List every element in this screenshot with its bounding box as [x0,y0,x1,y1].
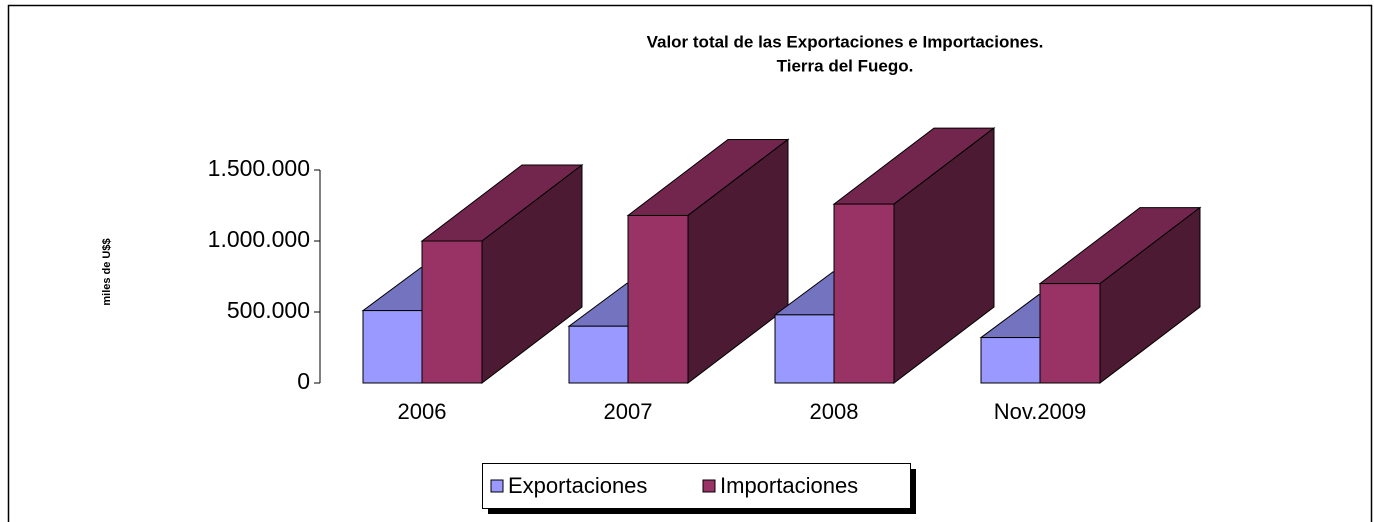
y-tick-label: 0 [297,368,310,394]
bar [774,314,835,384]
y-tick-label: 1.000.000 [208,226,310,252]
bar [568,325,629,384]
bar [627,214,689,384]
legend-label: Exportaciones [508,473,647,498]
x-tick-label: Nov.2009 [994,399,1087,424]
legend [482,463,911,509]
y-tick-label: 1.500.000 [208,155,310,181]
y-axis-label: miles de U$$ [101,238,113,305]
x-tick-label: 2008 [810,399,859,424]
x-tick-label: 2006 [398,399,447,424]
bar [833,203,895,384]
bar [1039,283,1101,384]
bar [421,240,483,384]
chart-title: Valor total de las Exportaciones e Impor… [647,32,1044,51]
legend-swatch [490,479,504,493]
bar [362,310,423,384]
legend-swatch [702,479,716,493]
y-tick-label: 500.000 [227,297,310,323]
x-tick-label: 2007 [604,399,653,424]
legend-label: Importaciones [720,473,858,498]
bar [980,337,1041,384]
chart-subtitle: Tierra del Fuego. [777,56,914,75]
